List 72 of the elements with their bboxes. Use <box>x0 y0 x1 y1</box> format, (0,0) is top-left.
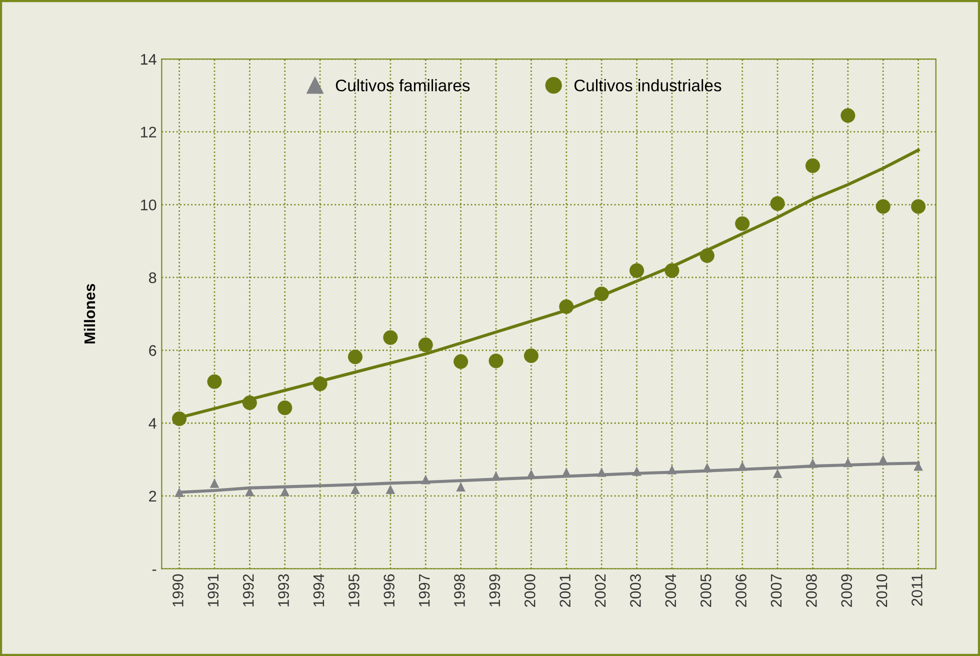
point <box>632 466 642 476</box>
point <box>420 474 430 484</box>
x-tick-label: 2011 <box>912 574 922 606</box>
x-tick-label: 1992 <box>242 574 254 606</box>
point <box>667 465 677 474</box>
x-tick-label: 1991 <box>208 574 219 606</box>
point <box>702 462 712 472</box>
x-tick-label: 2006 <box>736 574 746 607</box>
y-tick-label: 14 <box>141 54 156 65</box>
x-tick-label: 1999 <box>489 574 500 606</box>
point <box>524 348 538 364</box>
x-tick-label: 2008 <box>806 574 817 607</box>
x-tick-label: 2003 <box>630 574 641 607</box>
x-tick-label: 2001 <box>560 574 570 607</box>
x-tick-label: 1990 <box>172 574 184 606</box>
point <box>629 263 644 278</box>
point <box>594 286 609 302</box>
x-tick-label: 2000 <box>524 574 536 607</box>
x-tick-label: 2009 <box>841 574 852 607</box>
point <box>700 248 714 263</box>
y-tick-label: 8 <box>149 272 156 284</box>
point <box>348 350 363 364</box>
point <box>772 468 782 478</box>
x-tick-label: 1995 <box>348 574 360 606</box>
x-tick-label: 2005 <box>700 574 712 607</box>
legend-label: Cultivos industriales <box>574 79 722 92</box>
point <box>664 263 680 278</box>
point <box>350 484 360 494</box>
point <box>386 484 396 494</box>
point <box>172 411 187 426</box>
x-tick-label: 2002 <box>594 574 606 607</box>
point <box>770 196 785 211</box>
y-axis-title: Millones <box>84 284 96 344</box>
point <box>174 488 184 497</box>
point <box>559 299 574 314</box>
point <box>456 482 466 492</box>
point <box>738 461 748 471</box>
point <box>242 395 257 410</box>
x-tick-label: 2007 <box>770 574 782 607</box>
point <box>207 374 222 389</box>
point <box>911 199 926 214</box>
x-tick-label: 1997 <box>418 574 430 606</box>
x-tick-label: 1993 <box>278 574 289 606</box>
point <box>210 478 220 488</box>
point <box>491 471 501 481</box>
x-tick-label: 1998 <box>454 574 465 606</box>
y-tick-label: 12 <box>141 126 156 138</box>
point <box>808 458 818 468</box>
y-tick-label: - <box>152 570 156 571</box>
legend-label: Cultivos familiares <box>336 79 470 92</box>
point <box>312 376 328 392</box>
point <box>454 354 468 369</box>
y-tick-label: 6 <box>149 345 156 356</box>
point <box>843 458 853 468</box>
point <box>805 158 820 173</box>
point <box>840 108 856 123</box>
y-tick-label: 2 <box>149 490 156 502</box>
x-tick-label: 2004 <box>665 574 676 607</box>
x-tick-label: 1996 <box>384 574 395 606</box>
point <box>280 486 290 496</box>
point <box>488 354 504 368</box>
x-tick-label: 1994 <box>313 574 324 606</box>
y-tick-label: 4 <box>148 418 156 429</box>
point <box>383 330 398 345</box>
point <box>596 468 606 477</box>
point <box>735 216 750 231</box>
point <box>278 400 292 416</box>
point <box>876 199 890 214</box>
x-tick-label: 2010 <box>876 574 888 607</box>
point <box>418 338 433 352</box>
point <box>914 461 923 471</box>
y-tick-label: 10 <box>141 200 156 210</box>
